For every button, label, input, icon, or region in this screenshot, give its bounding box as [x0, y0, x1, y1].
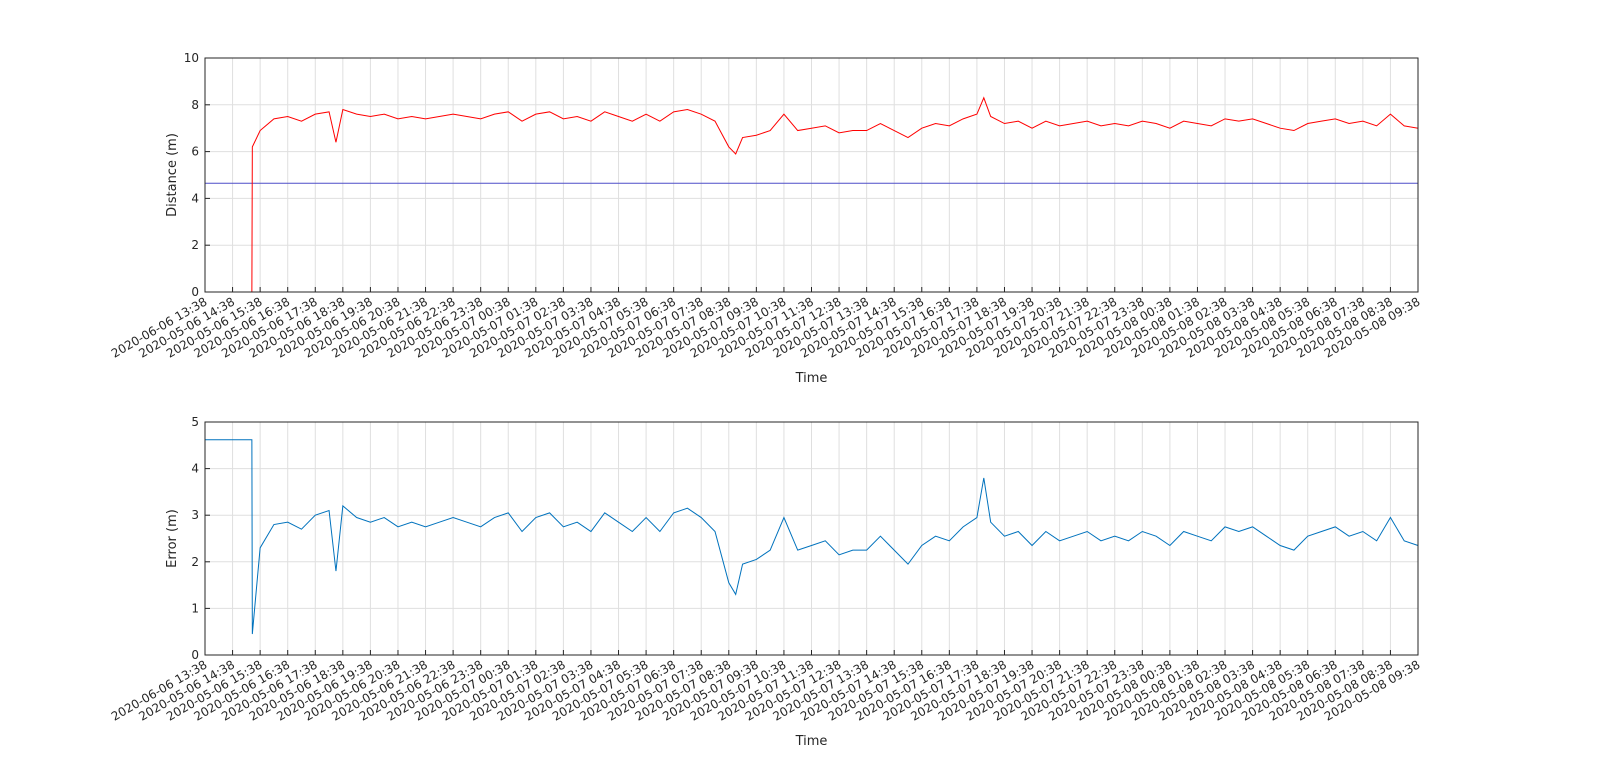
y-tick-label: 0 [191, 648, 199, 662]
data-line [205, 96, 1419, 293]
x-axis-label: Time [795, 371, 828, 386]
y-tick-label: 10 [184, 51, 199, 65]
data-line [205, 439, 1419, 635]
y-tick-label: 5 [191, 415, 199, 429]
axes-box [204, 421, 1419, 656]
y-tick-label: 3 [191, 508, 199, 522]
axes-box [204, 57, 1419, 293]
y-tick-label: 4 [191, 462, 199, 476]
y-tick-label: 8 [191, 98, 199, 112]
y-tick-label: 4 [191, 191, 199, 205]
y-tick-label: 2 [191, 238, 199, 252]
x-axis-label: Time [795, 734, 828, 749]
y-tick-label: 6 [191, 145, 199, 159]
y-tick-label: 1 [191, 601, 199, 615]
y-axis-label: Error (m) [165, 509, 180, 568]
y-tick-label: 2 [191, 555, 199, 569]
y-axis-label: Distance (m) [165, 133, 180, 217]
y-tick-label: 0 [191, 285, 199, 299]
